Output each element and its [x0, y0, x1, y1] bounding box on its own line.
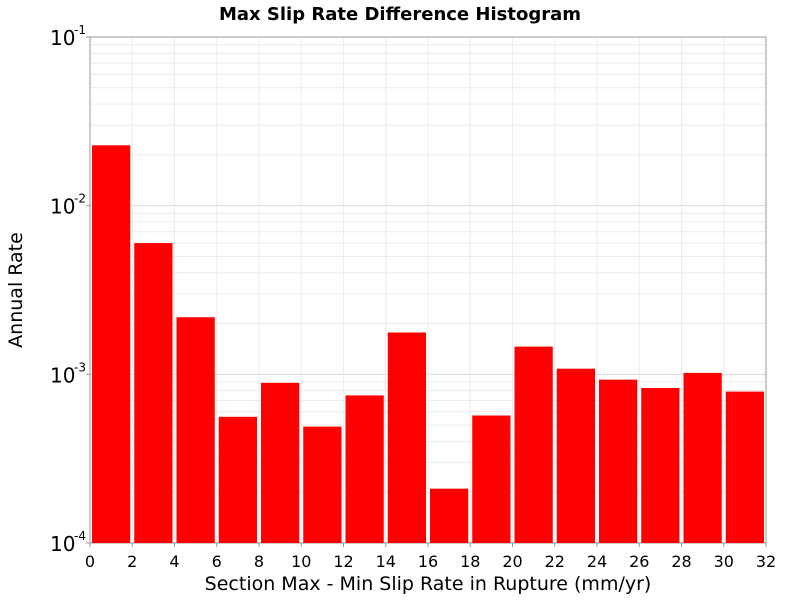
x-tick-label: 20 [502, 552, 522, 571]
chart-title: Max Slip Rate Difference Histogram [219, 4, 581, 25]
histogram-bar [683, 372, 722, 543]
x-tick-label: 16 [418, 552, 438, 571]
histogram-bar [303, 426, 342, 543]
histogram-bar [599, 379, 638, 543]
y-tick-exponent: -3 [74, 360, 86, 374]
y-tick-label: 10 [50, 26, 75, 50]
x-tick-label: 14 [376, 552, 396, 571]
histogram-bar [514, 346, 553, 543]
histogram-bar [556, 368, 595, 543]
histogram-bar [134, 243, 173, 544]
histogram-bar [472, 415, 511, 543]
y-axis-label: Annual Rate [5, 232, 27, 348]
histogram-bar [261, 382, 300, 543]
x-tick-label: 32 [756, 552, 776, 571]
x-tick-label: 22 [545, 552, 565, 571]
x-tick-label: 30 [714, 552, 734, 571]
x-tick-label: 12 [333, 552, 353, 571]
x-tick-label: 4 [169, 552, 179, 571]
y-tick-exponent: -1 [74, 23, 86, 37]
histogram-bar [430, 488, 469, 543]
x-tick-label: 18 [460, 552, 480, 571]
y-axis-ticks: 10-110-210-310-4 [50, 23, 90, 556]
x-tick-label: 24 [587, 552, 607, 571]
x-axis-label: Section Max - Min Slip Rate in Rupture (… [205, 573, 652, 595]
y-tick-label: 10 [50, 195, 75, 219]
histogram-bar [345, 395, 384, 543]
histogram-bar [218, 416, 257, 543]
bars-layer [92, 145, 764, 544]
y-tick-label: 10 [50, 532, 75, 556]
x-axis-ticks: 0 2 4 6 8 10 12 14 16 18 20 22 24 26 28 30 32 [85, 543, 776, 571]
histogram-bar [387, 332, 426, 543]
x-tick-label: 0 [85, 552, 95, 571]
histogram-bar [92, 145, 131, 543]
x-tick-label: 6 [212, 552, 222, 571]
y-tick-exponent: -2 [74, 192, 86, 206]
y-tick-exponent: -4 [74, 529, 86, 543]
x-tick-label: 26 [629, 552, 649, 571]
x-tick-label: 10 [291, 552, 311, 571]
histogram-bar [176, 317, 215, 543]
y-tick-label: 10 [50, 363, 75, 387]
histogram-bar [725, 391, 764, 543]
histogram-bar [641, 387, 680, 543]
x-tick-label: 2 [127, 552, 137, 571]
x-tick-label: 8 [254, 552, 264, 571]
x-tick-label: 28 [671, 552, 691, 571]
